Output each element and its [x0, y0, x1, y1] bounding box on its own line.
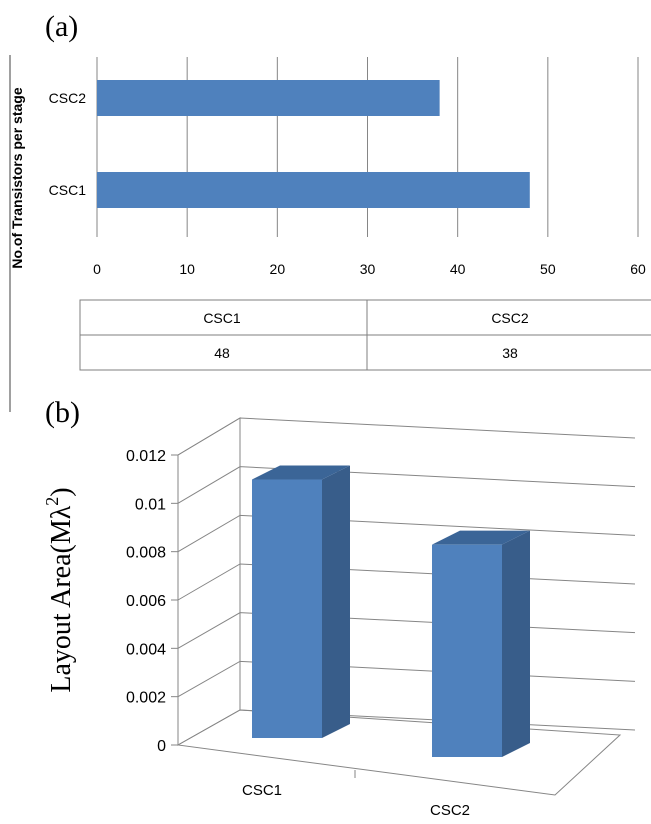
bar-front-face — [252, 479, 322, 738]
panel-b-label: (b) — [45, 396, 80, 429]
panel-a-category-labels: CSC1 CSC2 — [49, 90, 87, 198]
bar-side-face — [502, 530, 530, 757]
bar-front-face — [432, 544, 502, 757]
panel-b-y-tick-labels: 0 0.002 0.004 0.006 0.008 0.01 0.012 — [126, 448, 166, 755]
panel-b-y-tick-label: 0.002 — [126, 690, 166, 707]
data-table: CSC1 CSC2 48 38 — [79, 299, 651, 371]
panel-b-y-tick-label: 0.006 — [126, 593, 166, 610]
panel-a-bars — [97, 80, 530, 208]
panel-b-bar-csc2 — [432, 530, 530, 757]
panel-b-gridline — [177, 466, 636, 504]
panel-b-category-label: CSC1 — [242, 782, 282, 799]
panel-b-y-label-suffix: ) — [46, 487, 77, 496]
panel-b-y-axis-label: Layout Area(Mλ2) — [42, 487, 77, 692]
panel-b-chart: (b) Layout Area(Mλ2) 0 0.002 0.004 0.006 0.0… — [42, 396, 636, 819]
panel-b-y-tick-label: 0.004 — [126, 641, 166, 658]
panel-b-category-labels: CSC1 CSC2 — [242, 770, 470, 819]
svg-text:Layout Area(Mλ2): Layout Area(Mλ2) — [42, 487, 77, 692]
panel-b-y-tick-label: 0 — [157, 738, 166, 755]
panel-b-y-tick-label: 0.01 — [135, 496, 166, 513]
panel-b-y-tick-label: 0.008 — [126, 545, 166, 562]
panel-a-x-tick-label: 60 — [630, 261, 646, 277]
bar-top-face — [252, 465, 350, 480]
panel-a-y-axis-label: No.of Transistors per stage — [9, 87, 25, 268]
panel-a-label: (a) — [45, 10, 78, 43]
table-header-csc1: CSC1 — [203, 310, 241, 326]
panel-a-x-tick-label: 30 — [360, 261, 376, 277]
panel-b-category-label: CSC2 — [430, 802, 470, 819]
panel-b-gridlines — [171, 417, 636, 746]
panel-a-category-label: CSC2 — [49, 90, 87, 106]
panel-a-chart: (a) No.of Transistors per stage CSC1 CSC2… — [9, 10, 651, 412]
table-value-csc1: 48 — [214, 345, 230, 361]
panel-b-gridline — [177, 417, 636, 456]
panel-a-x-tick-label: 40 — [450, 261, 466, 277]
bar-side-face — [322, 465, 350, 738]
panel-a-bar-csc2 — [97, 80, 440, 116]
panel-b-y-label-superscript: 2 — [42, 497, 62, 506]
panel-a-x-tick-label: 0 — [93, 261, 101, 277]
panel-a-x-tick-labels: 0 10 20 30 40 50 60 — [93, 261, 646, 277]
panel-b-y-label-prefix: Layout Area(Mλ — [46, 505, 77, 692]
panel-b-bar-csc1 — [252, 465, 350, 738]
panel-a-x-tick-label: 20 — [270, 261, 286, 277]
panel-b-gridline — [177, 563, 636, 601]
panel-a-bar-csc1 — [97, 172, 530, 208]
panel-b-gridline — [177, 660, 636, 698]
panel-b-gridline — [177, 514, 636, 553]
panel-a-category-label: CSC1 — [49, 182, 87, 198]
table-value-csc2: 38 — [502, 345, 518, 361]
panel-b-gridline — [177, 612, 636, 649]
panel-b-y-tick-label: 0.012 — [126, 448, 166, 465]
panel-b-bars — [252, 465, 530, 757]
panel-a-x-tick-label: 10 — [179, 261, 195, 277]
bar-top-face — [432, 530, 530, 545]
panel-a-x-tick-label: 50 — [540, 261, 556, 277]
table-header-csc2: CSC2 — [491, 310, 529, 326]
